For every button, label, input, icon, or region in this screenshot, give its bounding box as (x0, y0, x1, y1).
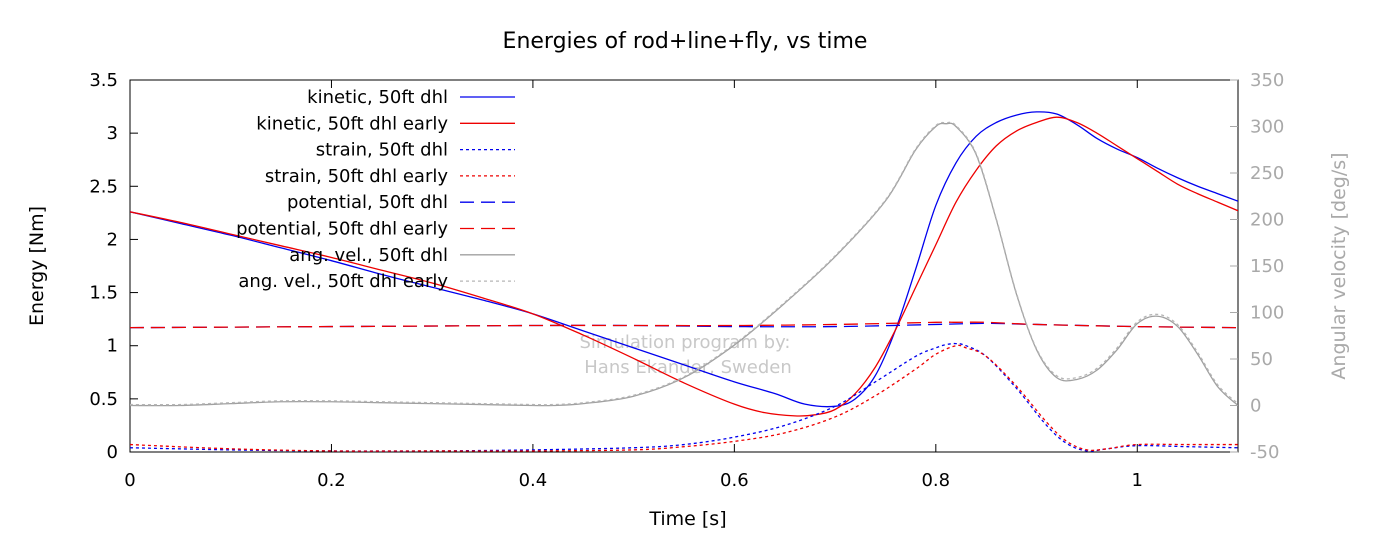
legend-label-kinetic-50ft-dhl: kinetic, 50ft dhl (307, 87, 448, 108)
y-tick-label: 3 (107, 123, 118, 144)
watermark-line-1: Simulation program by: (580, 332, 791, 353)
series-line-kinetic-50ft-dhl (130, 111, 1238, 408)
watermark-line-2: Hans Ekander, Sweden (584, 357, 791, 378)
legend-label-potential-50ft-dhl-early: potential, 50ft dhl early (236, 219, 448, 240)
y2-tick-label: 250 (1250, 163, 1284, 184)
y2-tick-label: 150 (1250, 256, 1284, 277)
x-axis-label: Time [s] (648, 508, 726, 530)
series-line-potential-50ft-dhl-early (130, 321, 1238, 329)
y-tick-label: 0.5 (89, 389, 118, 410)
chart-title: Energies of rod+line+fly, vs time (503, 29, 868, 54)
x-tick-label: 0.6 (720, 470, 749, 491)
y2-tick-label: 0 (1250, 396, 1261, 417)
y-tick-label: 2 (107, 229, 118, 250)
legend-label-kinetic-50ft-dhl-early: kinetic, 50ft dhl early (256, 113, 448, 134)
y2-tick-label: 100 (1250, 303, 1284, 324)
x-tick-label: 1 (1132, 470, 1143, 491)
series-line-ang-vel-50ft-dhl-early (130, 121, 1238, 406)
y2-tick-label: 50 (1250, 349, 1273, 370)
y-tick-label: 0 (107, 442, 118, 463)
y-tick-label: 2.5 (89, 176, 118, 197)
y-tick-label: 3.5 (89, 70, 118, 91)
legend-label-strain-50ft-dhl: strain, 50ft dhl (316, 140, 448, 161)
x-tick-label: 0.8 (921, 470, 950, 491)
y2-tick-label: -50 (1250, 442, 1279, 463)
series-line-ang-vel-50ft-dhl (130, 122, 1238, 407)
x-tick-label: 0.2 (317, 470, 346, 491)
y2-tick-label: 350 (1250, 70, 1284, 91)
y-tick-label: 1.5 (89, 283, 118, 304)
legend-label-potential-50ft-dhl: potential, 50ft dhl (287, 192, 448, 213)
y-tick-label: 1 (107, 336, 118, 357)
series-line-strain-50ft-dhl-early (130, 344, 1238, 452)
x-tick-label: 0 (124, 470, 135, 491)
legend-label-strain-50ft-dhl-early: strain, 50ft dhl early (265, 166, 448, 187)
y2-tick-label: 300 (1250, 117, 1284, 138)
x-tick-label: 0.4 (519, 470, 548, 491)
y-axis-label: Energy [Nm] (26, 206, 48, 326)
legend-label-ang-vel-50ft-dhl: ang. vel., 50ft dhl (289, 245, 448, 266)
series-line-kinetic-50ft-dhl-early (130, 116, 1238, 417)
y2-axis-label: Angular velocity [deg/s] (1328, 152, 1350, 379)
legend-label-ang-vel-50ft-dhl-early: ang. vel., 50ft dhl early (238, 271, 448, 292)
y2-tick-label: 200 (1250, 210, 1284, 231)
plot-frame (129, 79, 1239, 453)
